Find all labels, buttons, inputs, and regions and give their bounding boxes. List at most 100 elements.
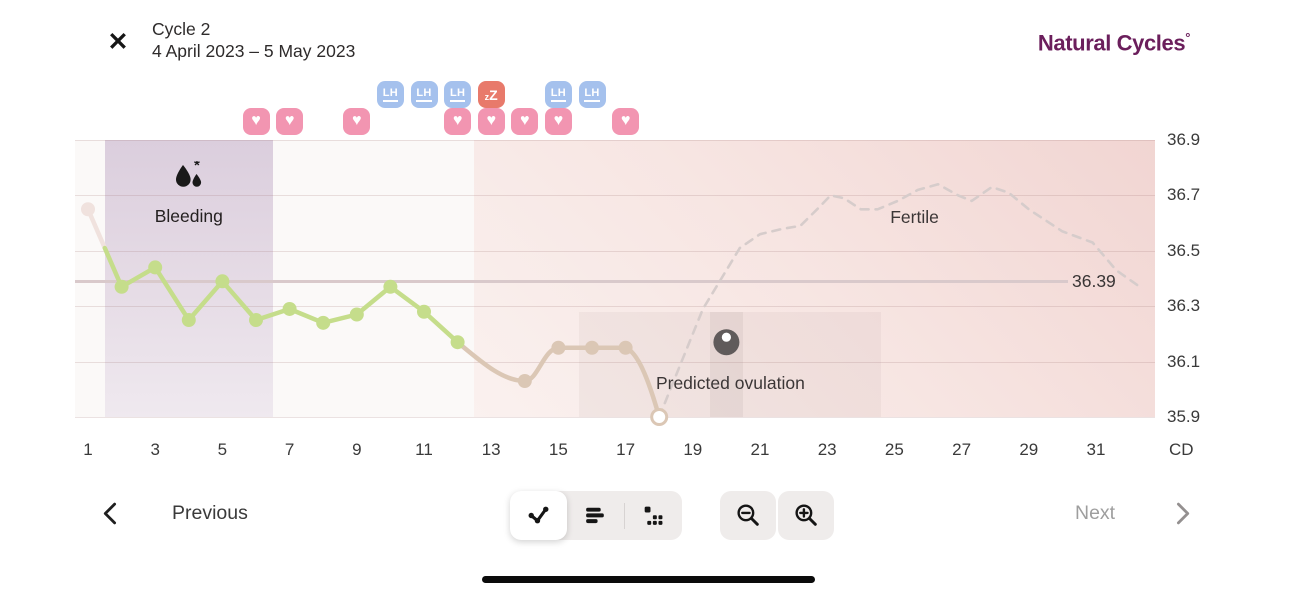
ovulation-window-band: [578, 312, 881, 417]
y-tick-label: 36.7: [1167, 185, 1201, 205]
intercourse-badge[interactable]: ♥: [242, 108, 270, 135]
grid-line: [75, 417, 1155, 418]
temperature-curve-svg: [81, 182, 1141, 426]
y-tick-label: 35.9: [1167, 407, 1201, 426]
x-tick-label: 17: [616, 440, 636, 459]
dots-view-button[interactable]: [625, 491, 682, 540]
x-tick-label: 21: [750, 440, 770, 459]
x-tick-label: 25: [884, 440, 904, 459]
zoom-controls: [720, 491, 834, 540]
chevron-right-icon: [1177, 502, 1190, 525]
deviating-temperature-point[interactable]: [585, 340, 599, 355]
x-tick-label: 3: [150, 440, 160, 459]
deviating-temperature-line: [455, 339, 662, 420]
line-chart-view-button[interactable]: [510, 491, 567, 540]
page-title: Cycle 2: [152, 19, 211, 39]
temperature-point[interactable]: [450, 335, 465, 350]
x-tick-label: 11: [415, 440, 433, 459]
anovulatory-open-point[interactable]: [650, 408, 669, 426]
temperature-point[interactable]: [316, 315, 331, 330]
ovulation-pin-hole: [721, 332, 732, 342]
x-tick-label: 7: [284, 440, 295, 459]
bleeding-label: Bleeding: [154, 206, 223, 226]
intercourse-badge[interactable]: ♥: [612, 108, 640, 135]
intercourse-badge[interactable]: ♥: [511, 108, 539, 135]
temperature-point[interactable]: [417, 304, 431, 319]
x-tick-label: 1: [83, 440, 93, 459]
intercourse-badge[interactable]: ♥: [544, 108, 572, 135]
temperature-point[interactable]: [148, 260, 163, 275]
x-tick-label: 29: [1019, 440, 1039, 459]
chart-type-segmented-control: [510, 491, 682, 540]
temperature-point[interactable]: [383, 279, 398, 294]
fertile-region: [474, 140, 1155, 417]
dots-grid-icon: [644, 506, 663, 525]
deviating-temperature-point[interactable]: [517, 373, 532, 388]
logo-text: Natural Cycles: [1037, 30, 1186, 56]
home-indicator[interactable]: [482, 576, 815, 583]
x-tick-label: 27: [952, 440, 972, 459]
x-tick-label: 31: [1086, 440, 1106, 459]
x-tick-label: 5: [217, 440, 228, 459]
grid-line: [75, 306, 1155, 308]
previous-button[interactable]: Previous: [98, 500, 248, 527]
fertile-label: Fertile: [890, 207, 939, 227]
temperature-point[interactable]: [215, 274, 230, 289]
intercourse-badge[interactable]: ♥: [444, 108, 472, 135]
y-tick-label: 36.3: [1167, 296, 1201, 316]
intercourse-badge[interactable]: ♥: [477, 108, 505, 135]
y-tick-label: 36.5: [1167, 240, 1201, 260]
lh-test-badge[interactable]: LH: [578, 81, 606, 108]
grid-line: [75, 250, 1155, 252]
temperature-point[interactable]: [114, 279, 129, 294]
lh-test-badge[interactable]: LH: [410, 81, 438, 108]
deviating-temperature-point[interactable]: [618, 340, 633, 355]
bars-icon: [586, 507, 604, 524]
zoom-in-icon: [794, 504, 817, 526]
temperature-point[interactable]: [181, 313, 196, 328]
line-chart-icon: [528, 506, 549, 524]
grid-line: [75, 195, 1155, 197]
ovulation-pin[interactable]: [713, 329, 740, 356]
zoom-out-button[interactable]: [720, 491, 776, 540]
list-view-button[interactable]: [567, 491, 624, 540]
temperature-point[interactable]: [282, 301, 297, 316]
svg-text:*: *: [194, 161, 200, 174]
predicted-ovulation-label: Predicted ovulation: [655, 373, 805, 393]
next-label: Next: [1075, 502, 1116, 524]
zoom-in-button[interactable]: [778, 491, 834, 540]
bleeding-drops-icon: *: [175, 161, 201, 187]
x-axis-unit-label: CD: [1169, 440, 1194, 459]
predicted-temperature-line: [657, 182, 1141, 419]
lh-test-badge[interactable]: LH: [444, 81, 472, 108]
date-range: 4 April 2023 – 5 May 2023: [152, 41, 356, 61]
x-tick-label: 19: [683, 440, 703, 459]
deviating-temperature-point[interactable]: [551, 340, 566, 355]
grid-line: [75, 361, 1155, 363]
zoom-out-icon: [736, 504, 759, 526]
coverline: [75, 279, 1068, 283]
excluded-temperature-point[interactable]: [81, 202, 95, 217]
x-tick-label: 15: [548, 440, 568, 459]
chevron-left-icon: [103, 502, 117, 525]
x-tick-label: 13: [481, 440, 501, 459]
temperature-point[interactable]: [249, 313, 263, 328]
lh-test-badge[interactable]: LH: [544, 81, 572, 108]
x-tick-label: 23: [817, 440, 837, 459]
coverline-label: 36.39: [1072, 271, 1116, 292]
intercourse-badge[interactable]: ♥: [276, 108, 304, 135]
lh-test-badge[interactable]: LH: [376, 81, 404, 108]
cycle-title-block: Cycle 2 4 April 2023 – 5 May 2023: [152, 18, 355, 62]
logo-degree-mark: °: [1185, 30, 1190, 45]
intercourse-badge[interactable]: ♥: [343, 108, 371, 135]
previous-label: Previous: [172, 502, 248, 524]
next-button[interactable]: Next: [1075, 500, 1195, 527]
natural-cycles-logo: Natural Cycles°: [1038, 30, 1190, 56]
grid-line: [75, 140, 1155, 141]
close-button[interactable]: ✕: [107, 28, 129, 56]
temperature-point[interactable]: [349, 307, 364, 322]
excluded-segment: [85, 207, 108, 251]
